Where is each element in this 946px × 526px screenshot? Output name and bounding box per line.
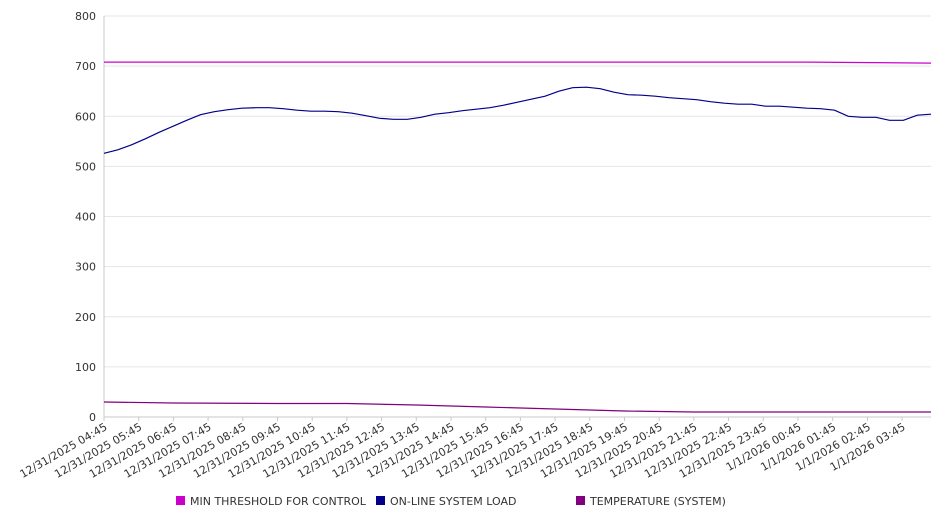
legend-swatch: [576, 496, 585, 505]
y-tick-label: 200: [75, 311, 96, 324]
legend-label: ON-LINE SYSTEM LOAD: [390, 495, 516, 508]
series-line-1: [103, 86, 932, 154]
y-tick-label: 600: [75, 110, 96, 123]
legend-label: MIN THRESHOLD FOR CONTROL: [190, 495, 367, 508]
grid-lines: [104, 15, 931, 368]
series-lines: [103, 61, 932, 413]
y-tick-label: 0: [89, 411, 96, 424]
legend: MIN THRESHOLD FOR CONTROL ON-LINE SYSTEM …: [176, 495, 726, 508]
y-tick-labels: 0 100 200 300 400 500 600 700 800: [75, 10, 96, 424]
legend-swatch: [176, 496, 185, 505]
y-tick-label: 400: [75, 211, 96, 224]
legend-label: TEMPERATURE (SYSTEM): [589, 495, 726, 508]
y-tick-label: 500: [75, 160, 96, 173]
y-tick-label: 100: [75, 361, 96, 374]
legend-swatch: [376, 496, 385, 505]
y-tick-label: 800: [75, 10, 96, 23]
y-tick-label: 300: [75, 261, 96, 274]
axes: [103, 16, 931, 421]
y-tick-label: 700: [75, 60, 96, 73]
series-line-0: [104, 61, 932, 64]
series-line-2: [103, 401, 931, 413]
